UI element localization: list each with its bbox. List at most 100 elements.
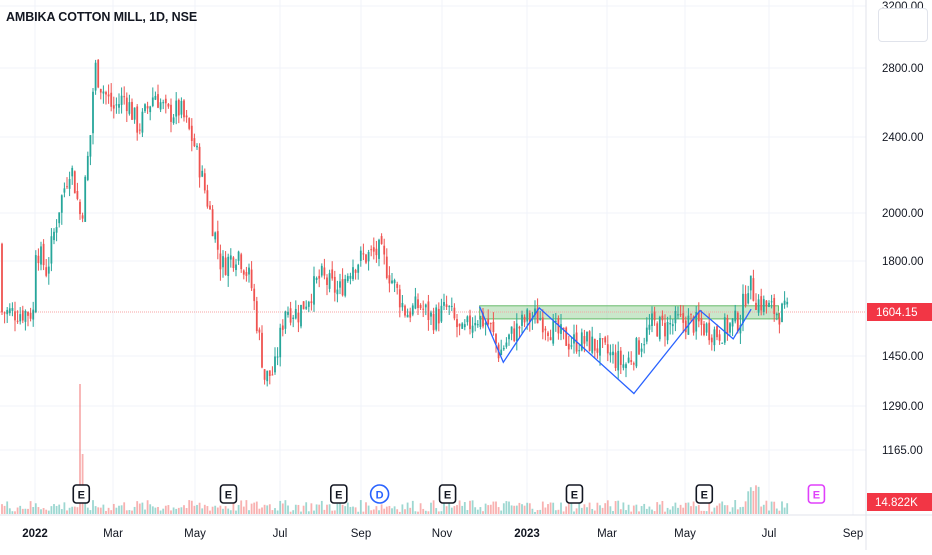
volume-bar [775,508,778,514]
candle-body [580,332,583,351]
candle-body [513,328,516,341]
volume-bar [515,505,518,514]
volume-bar [695,506,698,514]
volume-bar [450,507,453,514]
candle-body [138,129,141,131]
price-tick-label: 2800.00 [882,63,924,75]
candle-body [300,304,302,327]
candle-body [201,170,204,177]
volume-bar [271,510,274,514]
volume-bar [760,506,763,514]
volume-bar [518,502,521,514]
volume-bar [690,506,692,514]
volume-bar [500,510,503,514]
candle-body [398,289,401,308]
candle-body [6,309,9,315]
candle-body [778,317,781,325]
candle-body [705,323,708,333]
volume-bar [149,504,152,514]
volume-bar [227,508,230,514]
volume-bars [1,384,789,514]
earnings-marker[interactable]: E [72,484,91,504]
candle-body [521,314,523,326]
volume-bar [427,511,430,514]
candle-body [248,267,250,275]
candle-body [219,253,222,270]
candle-body [271,374,274,376]
volume-bar [786,503,789,514]
candle-body [716,326,718,338]
candle-body [653,311,656,321]
volume-bar [419,503,422,514]
candle-body [411,305,414,315]
volume-bar [554,510,557,514]
volume-bar [37,507,40,514]
candle-body [198,146,201,178]
volume-bar [648,506,651,514]
volume-bar [196,504,198,514]
earnings-marker[interactable]: E [565,484,584,504]
volume-bar [42,508,45,514]
volume-bar [50,506,53,514]
candle-body [157,94,159,108]
price-scale-settings-button[interactable] [878,8,928,42]
volume-bar [606,500,609,514]
volume-bar [458,500,461,514]
volume-bar [237,504,240,514]
candle-body [211,209,214,237]
candle-body [419,304,422,309]
dividend-marker[interactable]: D [369,484,390,504]
candle-body [599,338,601,356]
volume-bar [749,487,752,514]
candle-body [422,308,425,310]
time-tick-label: Jul [273,528,288,540]
candle-body [401,302,404,308]
candle-body [640,348,643,352]
candle-body [450,305,453,307]
candle-body [250,269,253,289]
volume-bar [432,500,435,514]
price-tick-label: 1290.00 [882,401,924,413]
volume-bar [440,511,443,514]
candle-body [346,276,349,281]
candle-body [237,251,240,261]
volume-bar [279,500,282,514]
volume-bar [684,502,687,514]
candle-body [352,267,354,280]
volume-bar [469,500,471,514]
volume-bar [81,454,84,514]
earnings-marker[interactable]: E [438,484,457,504]
candle-body [224,257,227,275]
earnings-marker[interactable]: E [219,484,238,504]
earnings-marker[interactable]: E [329,484,348,504]
volume-bar [45,509,48,514]
candle-body [453,307,456,319]
candle-body [305,306,308,309]
candle-body [232,257,235,268]
volume-bar [115,507,118,514]
candle-body [547,332,549,336]
volume-bar [601,507,604,514]
candle-body [336,289,339,295]
candle-body [349,275,352,279]
earnings-marker[interactable]: E [807,484,826,504]
volume-bar [47,510,50,514]
volume-bar [60,509,63,514]
volume-bar [742,506,744,514]
volume-bar [560,502,562,514]
candle-body [609,352,612,356]
volume-bar [632,505,635,514]
candle-body [172,117,175,124]
volume-bar [536,510,539,514]
earnings-marker[interactable]: E [695,484,714,504]
candle-body [287,311,289,315]
candle-body [690,313,692,315]
volume-bar [531,508,534,514]
candle-body [552,321,555,344]
candle-body [24,310,27,322]
candle-body [255,301,258,332]
candle-body [45,267,48,276]
volume-bar [710,511,713,514]
